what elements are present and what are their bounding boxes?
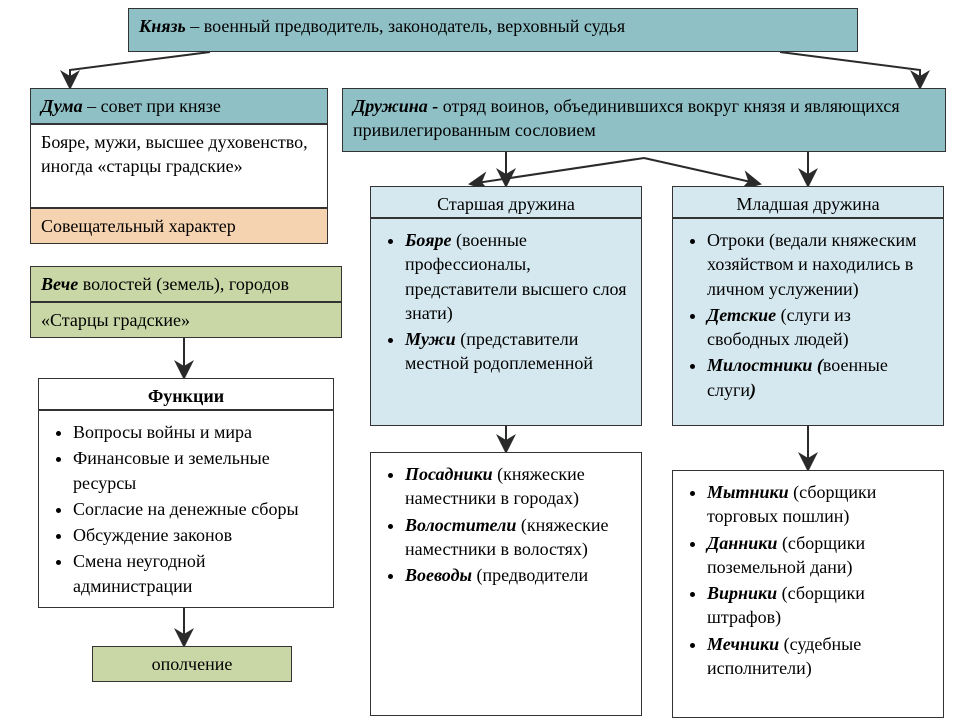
box-junior-header: Младшая дружина: [672, 186, 944, 218]
list-item: Данники (сборщики поземельной дани): [707, 531, 933, 580]
text: – военный предводитель, законодатель, ве…: [186, 16, 625, 36]
list-item: Мытники (сборщики торговых пошлин): [707, 480, 933, 529]
term: Вече: [41, 274, 78, 294]
list-item: Отроки (ведали княжеским хозяйством и на…: [707, 228, 933, 301]
functions-list: Вопросы войны и мираФинансовые и земельн…: [49, 420, 323, 598]
box-senior-body: Бояре (военные профессионалы, представит…: [370, 218, 642, 426]
box-senior-header: Старшая дружина: [370, 186, 642, 218]
text: волостей (земель), городов: [78, 274, 289, 294]
text: Младшая дружина: [736, 194, 879, 214]
junior-roles-list: Мытники (сборщики торговых пошлин)Данник…: [683, 480, 933, 680]
box-senior-roles: Посадники (княжеские наместники в города…: [370, 452, 642, 716]
text: Бояре, мужи, высшее духовенство, иногда …: [41, 132, 308, 176]
term: Дружина -: [353, 96, 443, 116]
text: – совет при князе: [83, 96, 221, 116]
senior-body-list: Бояре (военные профессионалы, представит…: [381, 228, 631, 376]
list-item: Волостители (княжеские наместники в воло…: [405, 513, 631, 562]
list-item: Детские (слуги из свободных людей): [707, 303, 933, 352]
box-junior-body: Отроки (ведали княжеским хозяйством и на…: [672, 218, 944, 426]
list-item: Мужи (представители местной родоплеменно…: [405, 327, 631, 376]
text: ополчение: [152, 654, 233, 674]
box-functions-header: Функции: [38, 378, 334, 410]
term: Князь: [139, 16, 186, 36]
list-item: Воеводы (предводители: [405, 563, 631, 587]
list-item: Бояре (военные профессионалы, представит…: [405, 228, 631, 325]
list-item: Обсуждение законов: [73, 523, 323, 547]
list-item: Финансовые и земельные ресурсы: [73, 446, 323, 495]
box-opolchenie: ополчение: [92, 646, 292, 682]
box-duma-header: Дума – совет при князе: [30, 88, 328, 124]
term: Дума: [41, 96, 83, 116]
box-functions-body: Вопросы войны и мираФинансовые и земельн…: [38, 410, 334, 608]
text: «Старцы градские»: [41, 310, 190, 330]
list-item: Согласие на денежные сборы: [73, 497, 323, 521]
box-duma-note: Совещательный характер: [30, 208, 328, 244]
senior-roles-list: Посадники (княжеские наместники в города…: [381, 462, 631, 587]
text: Старшая дружина: [437, 194, 575, 214]
box-druzhina-header: Дружина - отряд воинов, объединившихся в…: [342, 88, 946, 152]
text: Функции: [148, 386, 224, 406]
box-knyaz: Князь – военный предводитель, законодате…: [128, 8, 858, 52]
list-item: Посадники (княжеские наместники в города…: [405, 462, 631, 511]
list-item: Смена неугодной администрации: [73, 549, 323, 598]
list-item: Вопросы войны и мира: [73, 420, 323, 444]
box-veche-header: Вече волостей (земель), городов: [30, 266, 342, 302]
list-item: Мечники (судебные исполнители): [707, 632, 933, 681]
text: Совещательный характер: [41, 216, 236, 236]
list-item: Вирники (сборщики штрафов): [707, 581, 933, 630]
box-junior-roles: Мытники (сборщики торговых пошлин)Данник…: [672, 470, 944, 718]
box-veche-body: «Старцы градские»: [30, 302, 342, 338]
list-item: Милостники (военные слуги): [707, 353, 933, 402]
junior-body-list: Отроки (ведали княжеским хозяйством и на…: [683, 228, 933, 402]
box-duma-body: Бояре, мужи, высшее духовенство, иногда …: [30, 124, 328, 208]
